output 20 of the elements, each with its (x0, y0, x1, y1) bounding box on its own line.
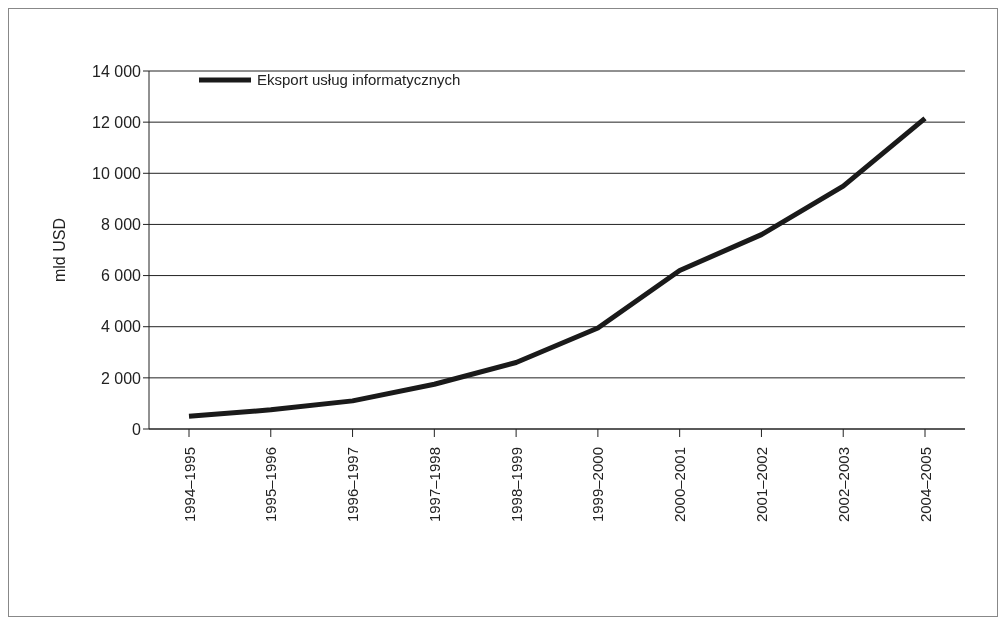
x-tick-label: 1995–1996 (262, 447, 280, 523)
x-tick-label: 1996–1997 (344, 447, 362, 523)
x-tick-label: 2001–2002 (752, 447, 770, 523)
y-tick-label: 0 (132, 420, 142, 438)
y-axis-title: mld USD (50, 217, 68, 283)
y-tick-label: 14 000 (92, 62, 142, 80)
y-tick-label: 6 000 (100, 267, 142, 285)
x-tick-label: 1997–1998 (425, 447, 443, 523)
y-tick-label: 12 000 (92, 113, 142, 131)
legend-label: Eksport usług informatycznych (257, 71, 461, 88)
y-tick-label: 10 000 (92, 164, 142, 182)
y-tick-label: 2 000 (100, 369, 142, 387)
x-tick-label: 1998–1999 (507, 447, 525, 523)
x-tick-label: 2000–2001 (671, 447, 689, 523)
x-tick-label: 2002–2003 (834, 447, 852, 523)
x-tick-label: 1999–2000 (589, 447, 607, 523)
y-tick-label: 4 000 (100, 318, 142, 336)
y-tick-label: 8 000 (100, 216, 142, 234)
x-tick-label: 1994–1995 (180, 447, 198, 523)
x-tick-label: 2004–2005 (916, 447, 934, 523)
